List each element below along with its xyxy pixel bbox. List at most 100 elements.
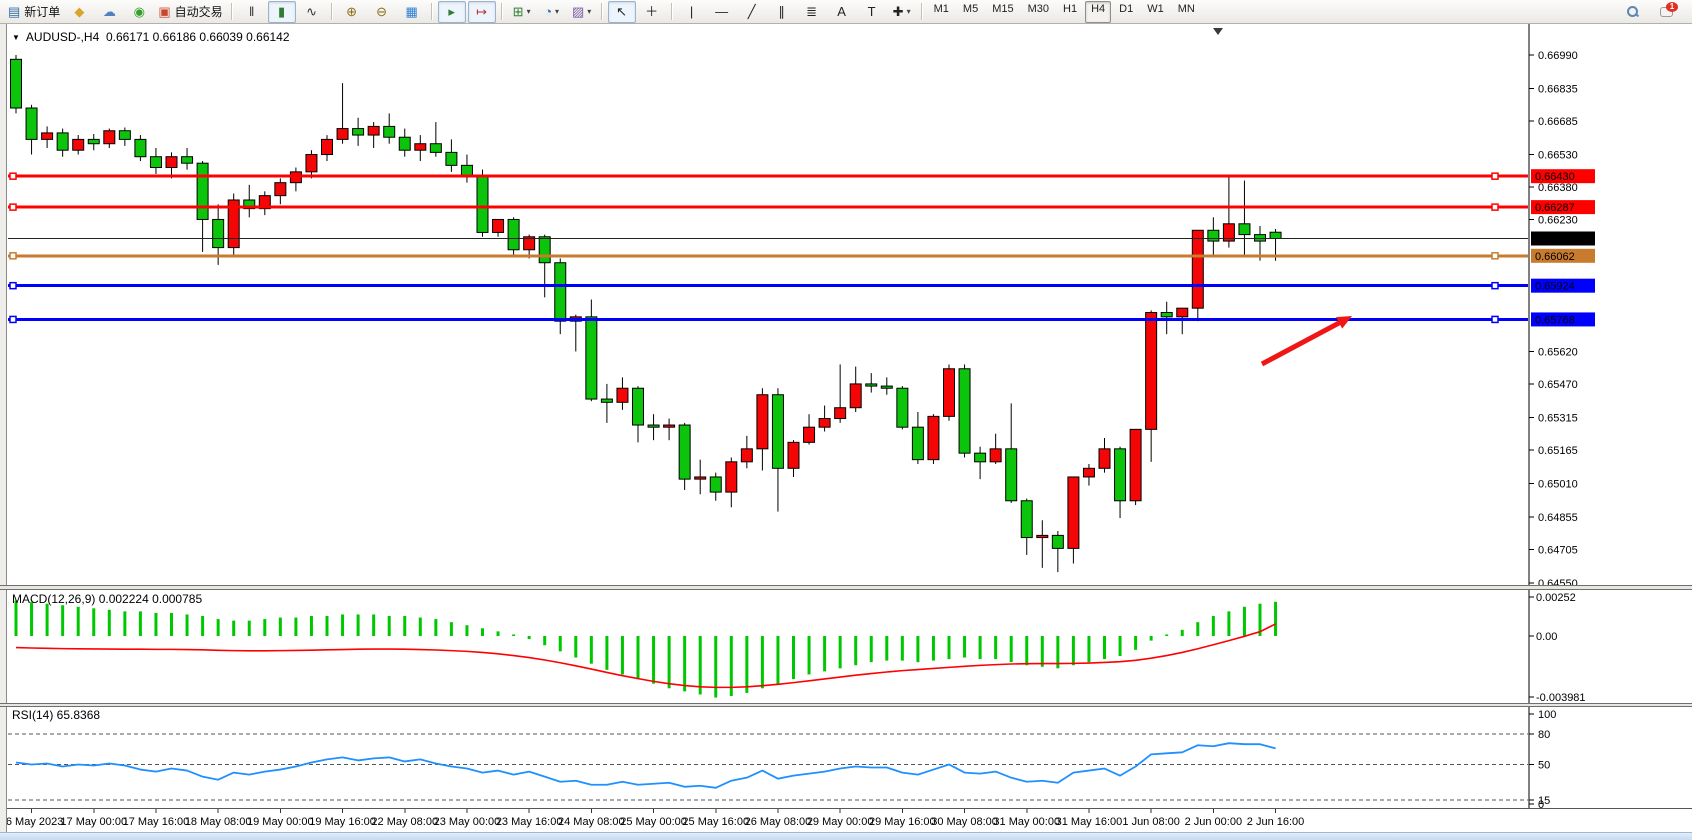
candle-body [383, 125, 396, 138]
candle-body [87, 138, 100, 145]
line-handle[interactable] [1491, 203, 1499, 211]
vertical-line-button[interactable]: | [678, 1, 706, 23]
candle-body [958, 368, 971, 454]
indicators-button[interactable]: ⊞ ▾ [508, 1, 536, 23]
text-label-button[interactable]: T [858, 1, 886, 23]
chart-shift-button[interactable]: ↦ [467, 0, 496, 23]
toolbar-separator [500, 3, 503, 20]
cursor-button[interactable]: ↖ [607, 0, 636, 23]
candlestick-chart-button[interactable]: ▮ [267, 0, 296, 23]
quote-dropdown-icon[interactable]: ▼ [12, 33, 20, 42]
main-toolbar: ▤ 新订单 ◆ ☁ ◉ ▣ 自动交易 ‖ ▮ ∿ ⊕ ⊖ ▦ ▸ ↦ ⊞ ▾ ◔ ▾ ▨ ▾ ↖ ＋ | ― ╱ ∥ ≣ A T ✚ ▾ M1… [0, 0, 1692, 24]
rsi-header: RSI(14) 65.8368 [12, 708, 101, 722]
price-tick-label: 0.65165 [1538, 445, 1578, 457]
candle-body [725, 461, 738, 493]
line-handle[interactable] [9, 315, 17, 324]
navigator-button[interactable]: ☁ [95, 1, 123, 23]
search-button[interactable] [1618, 1, 1646, 23]
price-tick-label: 0.65010 [1538, 478, 1578, 490]
timeframe-h1-button[interactable]: H1 [1063, 2, 1078, 15]
rsi-pane-canvas[interactable]: 100 80 50 150 [0, 707, 1692, 808]
price-tick-label: 0.64855 [1538, 512, 1578, 524]
candle-body [647, 424, 660, 428]
trend-arrow-annotation[interactable] [1260, 319, 1343, 367]
pane-splitter[interactable] [0, 585, 1692, 590]
timeframe-m5-button[interactable]: M5 [962, 2, 979, 15]
candle-body [1067, 476, 1080, 549]
notifications-button[interactable]: 1 [1653, 1, 1681, 23]
timeframe-m15-button[interactable]: M15 [992, 2, 1014, 15]
zoom-out-button[interactable]: ⊖ [368, 1, 396, 23]
time-tick-label: 25 May 16:00 [682, 816, 749, 828]
time-tick-label: 31 May 16:00 [1056, 816, 1123, 828]
time-tick-label: 29 May 16:00 [869, 816, 936, 828]
arrows-button[interactable]: ✚ ▾ [888, 1, 916, 23]
chart-shift-marker[interactable] [1213, 28, 1223, 35]
candle-body [196, 162, 209, 220]
bar-chart-button[interactable]: ‖ [238, 1, 266, 23]
candle-body [1020, 500, 1033, 539]
rsi-axis-label: 0 [1538, 799, 1544, 808]
timeframe-m1-button[interactable]: M1 [933, 2, 949, 15]
auto-scroll-button[interactable]: ▸ [437, 0, 466, 23]
text-button[interactable]: A [828, 1, 856, 23]
status-bar [0, 832, 1692, 840]
new-order-button[interactable]: ▤ 新订单 [5, 1, 63, 23]
periods-dropdown-icon[interactable]: ▾ [555, 7, 560, 16]
candle-body [118, 130, 131, 140]
timeframe-d1-button[interactable]: D1 [1119, 2, 1134, 15]
pane-splitter[interactable] [0, 703, 1692, 707]
candle-body [911, 426, 924, 461]
horizontal-lines: 0.66430 0.66287 0.66142 0.66062 0.65924 0.657… [8, 169, 1595, 327]
time-tick-label: 17 May 00:00 [60, 816, 127, 828]
timeframe-m30-button[interactable]: M30 [1027, 2, 1049, 15]
timeframe-mn-button[interactable]: MN [1177, 2, 1195, 15]
market-watch-button[interactable]: ◆ [65, 1, 93, 23]
auto-trading-button[interactable]: ▣ 自动交易 [155, 1, 225, 23]
templates-dropdown-icon[interactable]: ▾ [587, 7, 592, 16]
auto-trading-label: 自动交易 [174, 5, 223, 19]
time-axis[interactable]: 16 May 2023 17 May 00:00 17 May 16:00 18 Ma… [0, 808, 1692, 832]
candle-body [538, 236, 551, 264]
line-handle[interactable] [1491, 172, 1499, 180]
timeframe-h4-button[interactable]: H4 [1085, 0, 1112, 23]
candle-body [818, 418, 831, 428]
line-handle[interactable] [1491, 252, 1499, 260]
macd-pane-canvas[interactable]: 0.00252 0.00 -0.003981 [0, 590, 1692, 703]
candle-body [1269, 231, 1282, 239]
candle-body [352, 128, 365, 136]
signals-button[interactable]: ◉ [125, 1, 153, 23]
indicators-dropdown-icon[interactable]: ▾ [526, 7, 531, 16]
fibonacci-icon: ≣ [806, 4, 818, 19]
horizontal-line-button[interactable]: ― [708, 1, 736, 23]
zoom-in-button[interactable]: ⊕ [338, 1, 366, 23]
timeframe-w1-button[interactable]: W1 [1147, 2, 1164, 15]
tile-windows-button[interactable]: ▦ [398, 1, 426, 23]
arrows-dropdown-icon[interactable]: ▾ [906, 7, 911, 16]
line-handle[interactable] [9, 281, 17, 290]
line-handle[interactable] [1491, 315, 1499, 324]
line-handle[interactable] [9, 172, 17, 180]
line-handle[interactable] [1491, 281, 1499, 290]
auto-scroll-icon: ▸ [448, 4, 455, 19]
time-tick-label: 24 May 08:00 [558, 816, 625, 828]
time-tick-label: 23 May 16:00 [496, 816, 563, 828]
price-badge-label: 0.65924 [1535, 281, 1575, 293]
ohlc-low: 0.66039 [199, 30, 243, 44]
line-handle[interactable] [9, 203, 17, 211]
crosshair-button[interactable]: ＋ [638, 1, 666, 23]
price-badge [1531, 278, 1595, 293]
candle-body [678, 424, 691, 480]
macd-axis-label: -0.003981 [1536, 692, 1586, 703]
line-handle[interactable] [9, 252, 17, 260]
templates-button[interactable]: ▨ ▾ [568, 1, 596, 23]
trend-arrow-head [1336, 316, 1352, 329]
main-chart-canvas[interactable]: 0.66430 0.66287 0.66142 0.66062 0.65924 0.657… [0, 24, 1692, 585]
fibonacci-button[interactable]: ≣ [798, 1, 826, 23]
candle-body [243, 199, 256, 210]
candlestick-chart-icon: ▮ [278, 4, 286, 19]
line-chart-button[interactable]: ∿ [298, 1, 326, 23]
trendline-button[interactable]: ╱ [738, 1, 766, 23]
periods-button[interactable]: ◔ ▾ [538, 1, 566, 23]
equidistant-channel-button[interactable]: ∥ [768, 1, 796, 23]
